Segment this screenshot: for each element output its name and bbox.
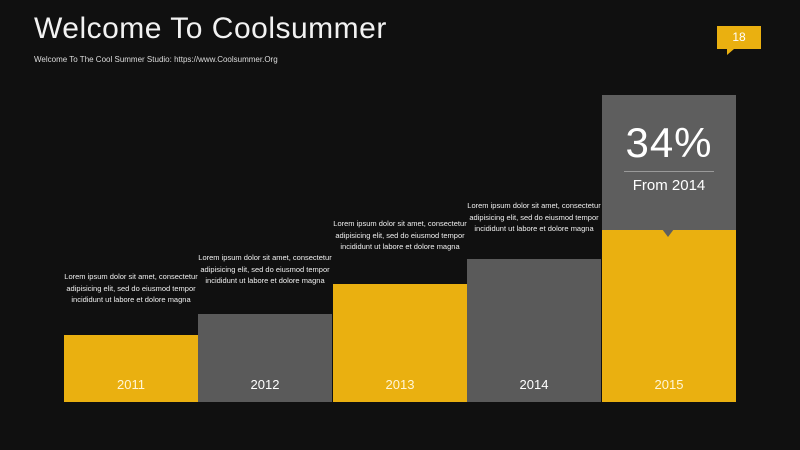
highlight-divider [624,171,714,172]
bar-2011: 2011 [64,335,198,402]
highlight-pointer [662,229,674,237]
bar-2012: 2012 [198,314,332,402]
bar-year-label-2015: 2015 [654,377,684,392]
highlight-box: 34% From 2014 [602,95,736,230]
bar-description-2012: Lorem ipsum dolor sit amet, consectetur … [198,253,332,285]
bar-description-2013: Lorem ipsum dolor sit amet, consectetur … [333,219,467,251]
highlight-percentage: 34% [625,119,713,166]
highlight-caption: From 2014 [632,177,706,194]
bar-year-label-2012: 2012 [250,377,280,392]
slide-subtitle: Welcome To The Cool Summer Studio: https… [34,55,278,64]
bar-year-label-2013: 2013 [385,377,415,392]
bar-description-2014: Lorem ipsum dolor sit amet, consectetur … [467,201,601,233]
bar-2014: 2014 [467,259,601,402]
bar-2015: 2015 [602,230,736,402]
bar-year-label-2014: 2014 [519,377,549,392]
bar-description-2011: Lorem ipsum dolor sit amet, consectetur … [64,272,198,304]
slide-title: Welcome To Coolsummer [34,12,387,45]
page-number-badge: 18 [717,26,761,55]
bar-year-label-2011: 2011 [117,377,145,392]
bar-2013: 2013 [333,284,467,402]
